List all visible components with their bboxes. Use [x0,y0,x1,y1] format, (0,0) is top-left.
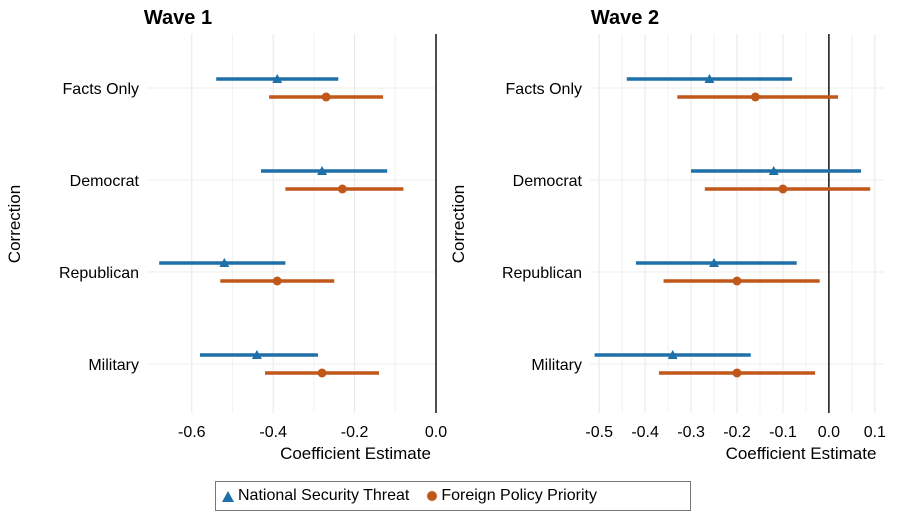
panel-title: Wave 2 [591,7,659,29]
point-circle [732,368,742,378]
point-circle [750,92,760,102]
point-circle [272,276,282,286]
point-triangle [768,166,779,175]
x-tick-label: 0.0 [818,424,840,441]
point-triangle [709,258,720,267]
x-tick-label: -0.5 [585,424,613,441]
category-label: Republican [502,265,582,282]
point-triangle [251,350,262,359]
x-tick-label: -0.3 [677,424,705,441]
triangle-marker-icon [222,490,234,502]
point-circle [317,368,327,378]
category-label: Military [531,357,582,374]
x-tick-label: -0.4 [259,424,287,441]
x-tick-label: -0.1 [769,424,797,441]
x-tick-label: -0.4 [631,424,659,441]
x-tick-label: -0.2 [341,424,369,441]
legend-label: Foreign Policy Priority [441,487,597,504]
point-circle [778,184,788,194]
point-triangle [219,258,230,267]
y-axis-label: Correction [5,185,24,263]
point-triangle [272,74,283,83]
category-label: Democrat [513,173,583,190]
x-tick-label: -0.2 [723,424,751,441]
panel-title: Wave 1 [144,7,212,29]
legend-label: National Security Threat [238,487,410,504]
x-tick-label: 0.1 [864,424,886,441]
point-circle [321,92,331,102]
category-label: Democrat [70,173,140,190]
x-tick-label: -0.6 [178,424,206,441]
x-axis-label: Coefficient Estimate [280,444,431,463]
point-triangle [317,166,328,175]
circle-marker-icon [427,491,438,501]
legend-item-foreign-policy: Foreign Policy Priority [427,487,597,505]
point-circle [732,276,742,286]
y-axis-label: Correction [449,185,468,263]
legend: National Security Threat Foreign Policy … [215,481,691,511]
category-label: Republican [59,265,139,282]
x-axis-label: Coefficient Estimate [726,444,877,463]
category-label: Facts Only [506,81,582,98]
category-label: Facts Only [63,81,139,98]
category-label: Military [88,357,139,374]
x-tick-label: 0.0 [425,424,447,441]
legend-item-national-security: National Security Threat [222,487,409,505]
point-circle [337,184,347,194]
point-triangle [667,350,678,359]
point-triangle [704,74,715,83]
